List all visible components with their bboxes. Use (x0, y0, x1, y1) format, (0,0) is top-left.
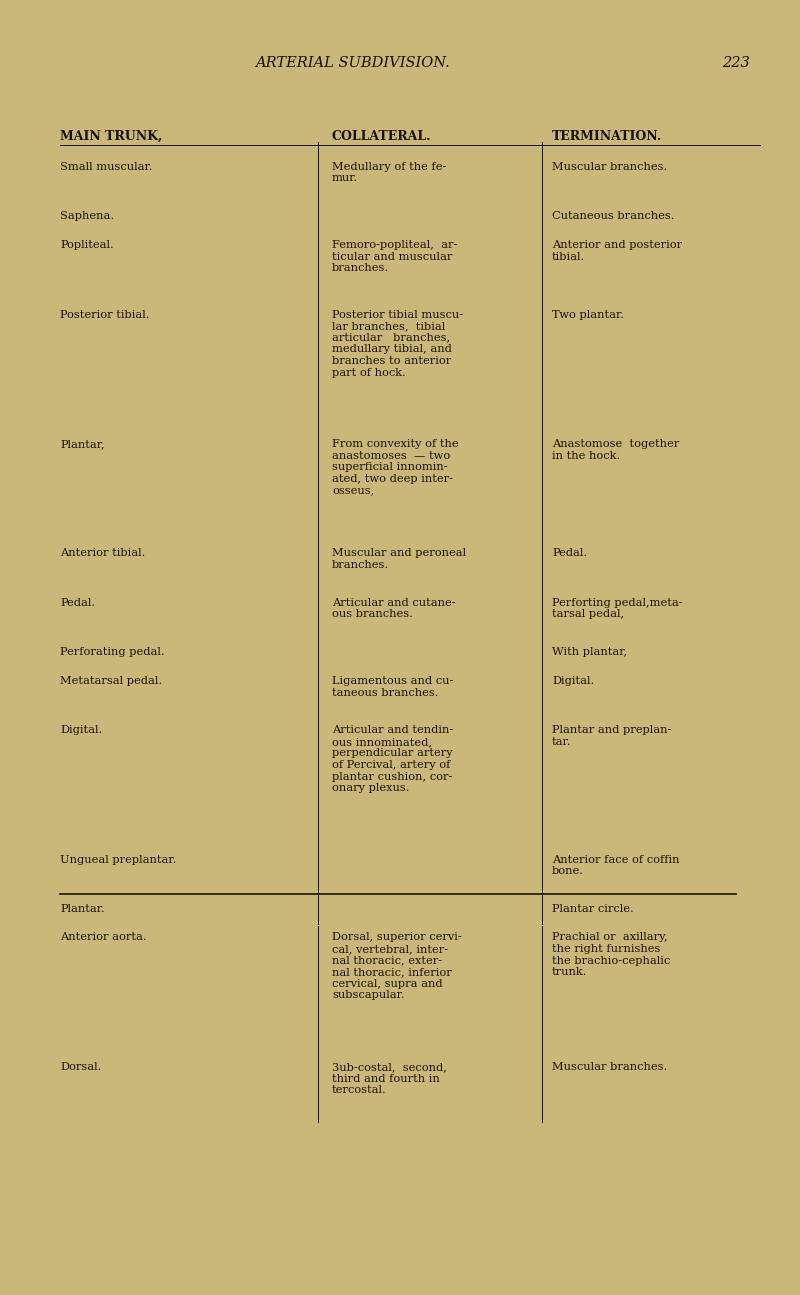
Text: Dorsal.: Dorsal. (60, 1062, 102, 1072)
Text: Plantar and preplan-
tar.: Plantar and preplan- tar. (552, 725, 671, 747)
Text: Plantar circle.: Plantar circle. (552, 904, 634, 914)
Text: Femoro-popliteal,  ar-
ticular and muscular
branches.: Femoro-popliteal, ar- ticular and muscul… (332, 241, 458, 273)
Text: Cutaneous branches.: Cutaneous branches. (552, 211, 674, 221)
Text: Anterior tibial.: Anterior tibial. (60, 549, 146, 558)
Text: Metatarsal pedal.: Metatarsal pedal. (60, 676, 162, 686)
Text: Muscular branches.: Muscular branches. (552, 162, 667, 172)
Text: Posterior tibial muscu-
lar branches,  tibial
articular   branches,
medullary ti: Posterior tibial muscu- lar branches, ti… (332, 310, 463, 378)
Text: Articular and cutane-
ous branches.: Articular and cutane- ous branches. (332, 598, 456, 619)
Text: Articular and tendin-
ous innominated,
perpendicular artery
of Percival, artery : Articular and tendin- ous innominated, p… (332, 725, 454, 794)
Text: Saphena.: Saphena. (60, 211, 114, 221)
Text: From convexity of the
anastomoses  — two
superficial innomin-
ated, two deep int: From convexity of the anastomoses — two … (332, 439, 458, 496)
Text: Pedal.: Pedal. (60, 598, 95, 607)
Text: Anterior and posterior
tibial.: Anterior and posterior tibial. (552, 241, 682, 262)
Text: Anterior face of coffin
bone.: Anterior face of coffin bone. (552, 855, 679, 877)
Text: Plantar,: Plantar, (60, 439, 105, 449)
Text: ARTERIAL SUBDIVISION.: ARTERIAL SUBDIVISION. (254, 56, 450, 70)
Text: Dorsal, superior cervi-
cal, vertebral, inter-
nal thoracic, exter-
nal thoracic: Dorsal, superior cervi- cal, vertebral, … (332, 932, 462, 1001)
Text: Popliteal.: Popliteal. (60, 241, 114, 250)
Text: Ligamentous and cu-
taneous branches.: Ligamentous and cu- taneous branches. (332, 676, 454, 698)
Text: Digital.: Digital. (552, 676, 594, 686)
Text: 223: 223 (722, 56, 750, 70)
Text: Muscular and peroneal
branches.: Muscular and peroneal branches. (332, 549, 466, 570)
Text: Ungueal preplantar.: Ungueal preplantar. (60, 855, 176, 865)
Text: With plantar,: With plantar, (552, 648, 627, 657)
Text: Pedal.: Pedal. (552, 549, 587, 558)
Text: Digital.: Digital. (60, 725, 102, 736)
Text: Prachial or  axillary,
the right furnishes
the brachio-cephalic
trunk.: Prachial or axillary, the right furnishe… (552, 932, 670, 978)
Text: COLLATERAL.: COLLATERAL. (332, 130, 431, 142)
Text: Small muscular.: Small muscular. (60, 162, 153, 172)
Text: Perforating pedal.: Perforating pedal. (60, 648, 165, 657)
Text: MAIN TRUNK,: MAIN TRUNK, (60, 130, 162, 142)
Text: Plantar.: Plantar. (60, 904, 105, 914)
Text: Posterior tibial.: Posterior tibial. (60, 310, 150, 320)
Text: Two plantar.: Two plantar. (552, 310, 624, 320)
Text: Muscular branches.: Muscular branches. (552, 1062, 667, 1072)
Text: Perforting pedal,meta-
tarsal pedal,: Perforting pedal,meta- tarsal pedal, (552, 598, 682, 619)
Text: Anastomose  together
in the hock.: Anastomose together in the hock. (552, 439, 679, 461)
Text: Anterior aorta.: Anterior aorta. (60, 932, 146, 943)
Text: 3ub-costal,  second,
third and fourth in
tercostal.: 3ub-costal, second, third and fourth in … (332, 1062, 447, 1096)
Text: TERMINATION.: TERMINATION. (552, 130, 662, 142)
Text: Medullary of the fe-
mur.: Medullary of the fe- mur. (332, 162, 446, 184)
